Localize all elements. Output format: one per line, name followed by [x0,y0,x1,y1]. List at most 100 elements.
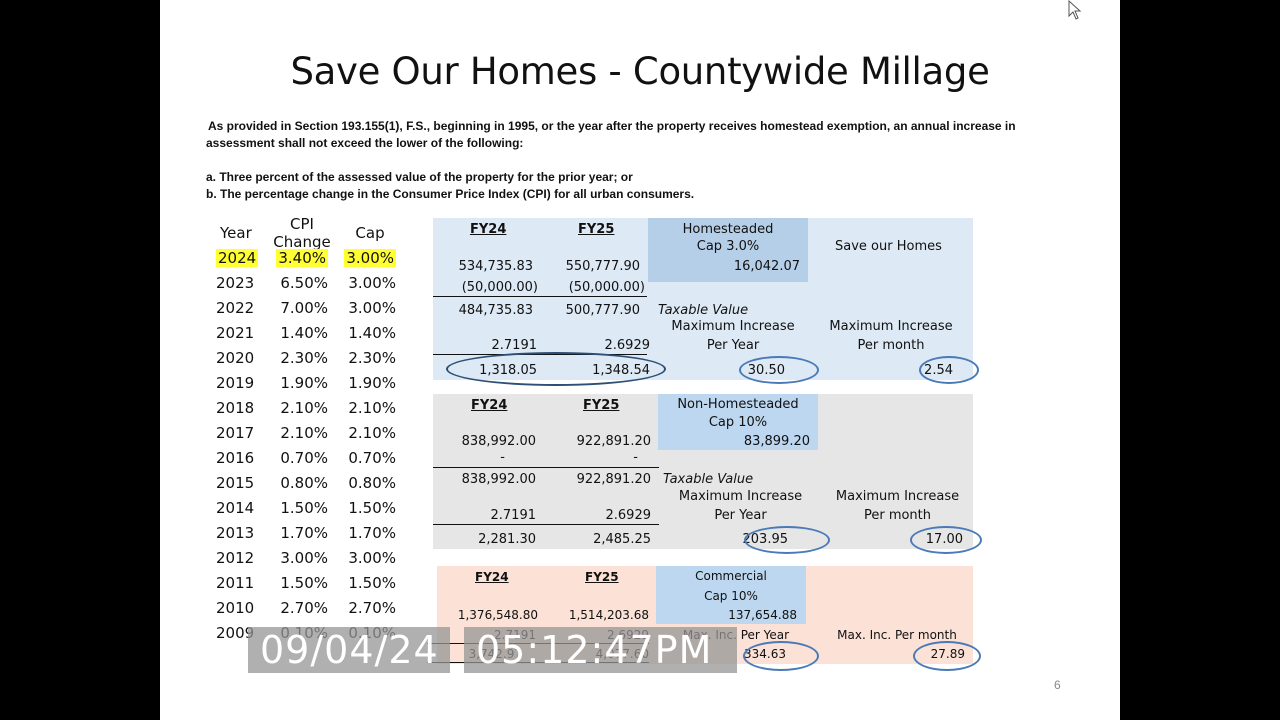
cpi-value-year: 2018 [216,398,255,417]
cpi-value-cap: 3.00% [348,298,396,317]
cpi-value-year: 2009 [216,623,255,642]
cpi-value-cpi: 6.50% [280,273,328,292]
cpi-table-row: 2011 1.50% 1.50% [216,570,406,595]
cap-rate: Cap 3.0% [696,239,760,254]
cpi-value-cap: 1.90% [348,373,396,392]
cpi-cell-year: 2022 [216,299,260,317]
cpi-cell-cap: 1.70% [328,524,396,542]
exemption-fy24: - [500,450,505,465]
cpi-cell-year: 2017 [216,424,260,442]
max-month-label-2: Per month [857,338,925,353]
cpi-value-year: 2015 [216,473,255,492]
cpi-cell-year: 2013 [216,524,260,542]
cpi-value-cpi: 0.80% [280,473,328,492]
page-number: 6 [1054,678,1061,692]
cpi-cell-cpi: 2.70% [260,599,328,617]
cpi-cell-cap: 3.00% [328,274,396,292]
cpi-cell-cpi: 6.50% [260,274,328,292]
cpi-cell-year: 2012 [216,549,260,567]
intro-item-b: b. The percentage change in the Consumer… [206,187,695,201]
cpi-cell-cpi: 0.80% [260,474,328,492]
cpi-value-cpi: 0.70% [280,448,328,467]
tax-highlight-oval [446,352,666,386]
cpi-value-year: 2013 [216,523,255,542]
cpi-cell-year: 2024 [216,248,260,267]
taxable-fy24: 484,735.83 [458,303,533,318]
cap-value: 137,654.88 [728,608,797,622]
cpi-cell-cap: 2.10% [328,399,396,417]
intro-line-2: assessment shall not exceed the lower of… [206,136,524,150]
cpi-value-cpi: 1.70% [280,523,328,542]
max-month-label-2: Per month [863,508,932,523]
assessed-fy24: 838,992.00 [461,434,536,449]
cpi-cell-cpi: 1.50% [260,499,328,517]
cpi-table-row: 2022 7.00% 3.00% [216,295,406,320]
cap-rate: Cap 10% [704,589,758,603]
fy24-label: FY24 [471,398,508,413]
cpi-cell-year: 2020 [216,349,260,367]
homestead-panel: FY24 FY25 Homesteaded Cap 3.0% Save our … [433,218,979,386]
max-month-label: Max. Inc. Per month [837,628,957,642]
cpi-value-cap: 3.00% [344,248,396,267]
homestead-cap-box [648,218,808,282]
cap-value: 83,899.20 [743,434,810,449]
cpi-table-row: 2020 2.30% 2.30% [216,345,406,370]
cpi-cell-year: 2019 [216,374,260,392]
cpi-value-cap: 3.00% [348,548,396,567]
cpi-table-row: 2016 0.70% 0.70% [216,445,406,470]
cpi-value-year: 2021 [216,323,255,342]
time-overlay: 05:12:47PM [464,627,737,673]
max-month-oval [913,641,981,671]
cpi-cell-cpi: 2.30% [260,349,328,367]
cpi-table-row: 2018 2.10% 2.10% [216,395,406,420]
cpi-value-cap: 2.70% [348,598,396,617]
taxable-label: Taxable Value [658,303,749,318]
max-year-oval [744,526,830,554]
cpi-value-cap: 1.50% [348,573,396,592]
exemption-fy24: (50,000.00) [461,280,538,295]
tax-fy25: 2,485.25 [593,532,651,547]
intro-line-1: As provided in Section 193.155(1), F.S.,… [208,119,1016,133]
cpi-cell-year: 2010 [216,599,260,617]
cpi-cell-year: 2015 [216,474,260,492]
header-year: Year [220,223,252,242]
assessed-fy24: 534,735.83 [458,259,533,274]
cpi-cell-cpi: 7.00% [260,299,328,317]
tax-fy24: 2,281.30 [478,532,536,547]
cpi-table-row: 2024 3.40% 3.00% [216,245,406,270]
assessed-fy25: 550,777.90 [565,259,640,274]
cpi-cell-cpi: 2.10% [260,399,328,417]
slide: Save Our Homes - Countywide Millage As p… [160,0,1120,720]
cpi-value-cap: 0.70% [348,448,396,467]
cpi-value-year: 2022 [216,298,255,317]
cap-value: 16,042.07 [733,259,800,274]
cpi-cell-cap: 0.80% [328,474,396,492]
header-cpi: CPI Change [273,214,331,251]
cpi-cell-cpi: 1.50% [260,574,328,592]
cpi-value-cpi: 2.10% [280,423,328,442]
cpi-value-year: 2017 [216,423,255,442]
commercial-cap-box [656,566,806,624]
cpi-table: Year CPI Change Cap 2024 3.40% 3.00% 2023 6.… [216,215,406,645]
cpi-cell-year: 2021 [216,324,260,342]
taxable-fy24: 838,992.00 [461,472,536,487]
cap-rate: Cap 10% [708,415,768,430]
cpi-cell-cpi: 0.70% [260,449,328,467]
cpi-value-cap: 0.80% [348,473,396,492]
cpi-cell-cap: 1.50% [328,574,396,592]
max-year-label-1: Maximum Increase [671,319,795,334]
cpi-cell-cpi: 2.10% [260,424,328,442]
fy25-label: FY25 [583,398,620,413]
cpi-cell-cpi: 1.90% [260,374,328,392]
taxable-fy25: 922,891.20 [576,472,651,487]
cpi-cell-cap: 3.00% [328,299,396,317]
cpi-cell-cpi: 1.40% [260,324,328,342]
fy24-label: FY24 [475,570,509,584]
cpi-value-year: 2024 [216,248,259,267]
max-year-oval [743,641,819,671]
cpi-table-header: Year CPI Change Cap [216,215,406,251]
cpi-cell-cap: 1.90% [328,374,396,392]
cpi-value-cap: 2.30% [348,348,396,367]
cpi-value-year: 2019 [216,373,255,392]
max-year-label-1: Maximum Increase [678,489,803,504]
